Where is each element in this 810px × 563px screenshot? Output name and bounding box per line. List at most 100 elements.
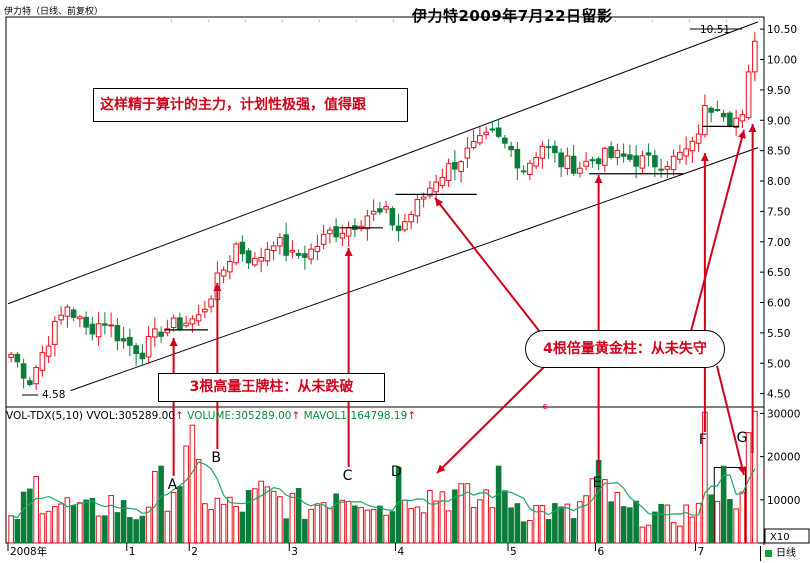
candle-body xyxy=(295,252,302,256)
volume-bar xyxy=(408,508,414,544)
volume-bar xyxy=(508,507,514,544)
volume-bar xyxy=(27,488,33,544)
annotation-box-top: 这样精于算计的主力，计划性极强，值得跟 xyxy=(93,88,408,122)
volume-bar xyxy=(620,506,627,544)
candle-body xyxy=(689,140,696,152)
volume-bar xyxy=(120,500,127,544)
volume-bar xyxy=(245,490,252,544)
volume-bar xyxy=(739,491,746,544)
price-tick-label: 4.50 xyxy=(767,389,790,401)
month-label: 1 xyxy=(129,546,136,558)
volume-bar xyxy=(58,503,64,544)
volume-bar xyxy=(358,507,364,544)
marker-dot: · xyxy=(577,17,580,26)
month-label: 3 xyxy=(291,546,298,558)
candle-body xyxy=(252,257,258,266)
volume-bar xyxy=(177,486,183,544)
candle-body xyxy=(427,187,433,197)
volume-bar xyxy=(264,486,271,544)
volume-bar xyxy=(539,504,546,544)
candle-body xyxy=(70,309,77,318)
arrow-box-to-d-head xyxy=(435,198,444,207)
candle-body xyxy=(720,112,727,118)
arrow-box-to-g-head xyxy=(738,130,746,139)
candle-body xyxy=(389,208,396,226)
marker-dot: · xyxy=(170,17,173,26)
volume-bar xyxy=(320,502,327,544)
volume-bar xyxy=(258,480,264,544)
volume-bar xyxy=(733,508,739,544)
stock-info-label: 伊力特（日线、前复权） xyxy=(4,7,104,17)
volume-bar xyxy=(289,492,296,544)
volume-bar xyxy=(658,503,664,544)
volume-bar xyxy=(720,465,727,544)
volume-bar xyxy=(208,509,214,544)
candle-body xyxy=(277,237,283,247)
marker-dot: · xyxy=(244,17,247,26)
marker-dot: · xyxy=(651,17,654,26)
candle-body xyxy=(39,352,46,371)
volume-bar xyxy=(270,490,277,544)
volume-tick-label: 20000 xyxy=(767,452,800,464)
candle-body xyxy=(514,148,521,169)
volume-bar xyxy=(145,506,152,544)
candle-body xyxy=(452,161,458,170)
candle-body xyxy=(195,314,202,322)
signal-letter-A: A xyxy=(168,477,178,493)
volume-bar xyxy=(427,490,433,544)
volume-bar xyxy=(327,507,333,544)
volume-bar xyxy=(683,504,689,544)
trend-line-lower xyxy=(70,147,759,392)
arrow-box-to-g xyxy=(689,129,745,336)
candle-body xyxy=(545,146,552,149)
candle-body xyxy=(739,114,746,122)
candle-body xyxy=(539,145,546,159)
candle-body xyxy=(377,208,383,213)
candle-body xyxy=(227,261,233,273)
volume-bar xyxy=(514,503,521,544)
volume-bar xyxy=(352,505,358,544)
candle-body xyxy=(733,117,739,128)
volume-bar xyxy=(314,504,321,544)
volume-bar xyxy=(689,516,696,544)
candle-body xyxy=(745,71,752,119)
volume-bar xyxy=(183,445,189,544)
volume-bar xyxy=(108,495,114,544)
high-price-label: 10.51 xyxy=(700,24,730,36)
volume-bar xyxy=(564,503,571,544)
low-price-label: 4.58 xyxy=(42,389,65,401)
marker-dot: · xyxy=(355,17,358,26)
candle-body xyxy=(408,213,414,223)
arrow-box-to-d-volume xyxy=(436,365,546,474)
volume-bar xyxy=(483,489,489,544)
volume-bar xyxy=(608,501,614,544)
volume-bar xyxy=(464,483,471,544)
candle-body xyxy=(439,176,446,187)
candle-body xyxy=(283,234,289,256)
candle-body xyxy=(477,135,483,144)
arrow-a-head xyxy=(169,338,178,346)
volume-bar xyxy=(495,465,502,544)
volume-bar xyxy=(527,519,533,544)
volume-bar xyxy=(127,517,133,544)
price-tick-label: 8.50 xyxy=(767,146,790,158)
candle-body xyxy=(58,314,64,321)
volume-bar xyxy=(302,518,308,544)
month-label: 2 xyxy=(191,546,198,558)
daily-period-tab[interactable]: 日线 xyxy=(760,546,809,561)
volume-bar xyxy=(45,510,52,544)
volume-bar xyxy=(477,499,483,544)
month-label: 7 xyxy=(698,546,705,558)
volume-bar xyxy=(583,495,589,544)
volume-bar xyxy=(252,488,258,544)
arrow-b-head xyxy=(213,283,222,291)
price-tick-label: 7.50 xyxy=(767,206,790,218)
marker-dot: · xyxy=(688,17,691,26)
volume-bar xyxy=(102,515,108,544)
volume-bar xyxy=(152,470,158,544)
volume-bar xyxy=(627,507,633,544)
arrow-box-to-g-volume xyxy=(716,365,745,476)
volume-bar xyxy=(433,500,439,544)
candle-body xyxy=(33,366,39,385)
